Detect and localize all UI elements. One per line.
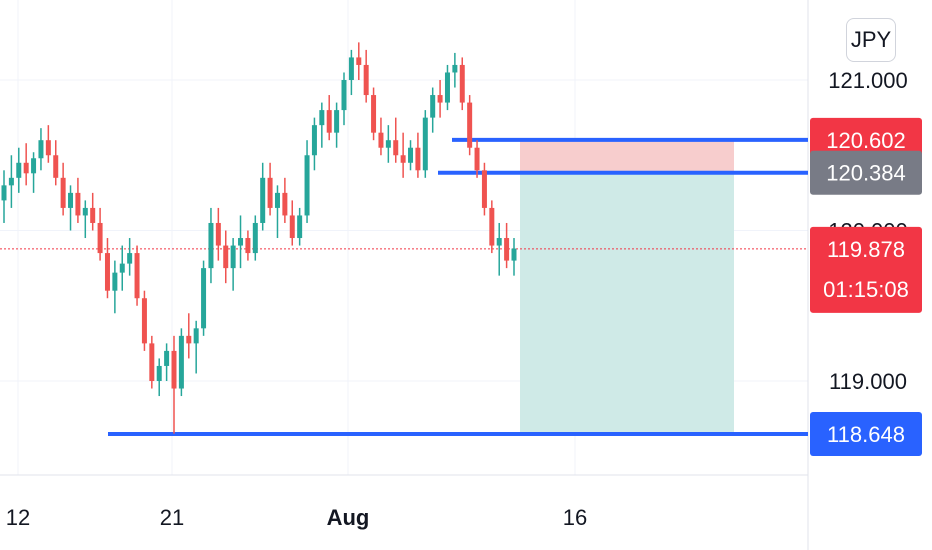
candle-51 <box>378 117 384 156</box>
candle-50 <box>371 87 377 141</box>
candle-61 <box>452 52 458 88</box>
price-tick-label-0: 121.000 <box>828 68 908 93</box>
level-tag-2-label: 118.648 <box>827 422 905 447</box>
candle-22 <box>164 343 170 381</box>
currency-badge[interactable]: JPY <box>846 18 896 62</box>
candle-44 <box>326 95 332 141</box>
candle-0 <box>1 170 7 223</box>
candle-4 <box>31 152 37 193</box>
candle-23 <box>171 335 177 434</box>
chart-grid <box>0 0 809 550</box>
last-price-tag: 119.878 01:15:08 <box>810 226 922 313</box>
candle-41 <box>304 140 310 223</box>
candle-6 <box>45 125 51 163</box>
candle-21 <box>156 358 162 397</box>
candle-52 <box>385 125 391 163</box>
candle-40 <box>297 207 303 246</box>
candle-54 <box>400 132 406 178</box>
candle-48 <box>356 42 362 80</box>
candle-17 <box>127 238 133 276</box>
level-tag-1: 120.384 <box>810 150 922 195</box>
candle-39 <box>289 200 295 246</box>
candle-57 <box>422 110 428 178</box>
candle-67 <box>496 222 502 276</box>
candle-18 <box>134 245 140 306</box>
candle-19 <box>141 290 147 351</box>
candle-15 <box>112 260 118 314</box>
candle-8 <box>60 162 66 216</box>
candle-58 <box>430 87 436 133</box>
candle-59 <box>437 80 443 118</box>
candle-9 <box>68 185 74 231</box>
candle-12 <box>90 192 96 231</box>
time-tick-label-1: 21 <box>160 505 184 530</box>
time-tick-label-2: Aug <box>327 505 370 530</box>
candle-13 <box>97 207 103 261</box>
candle-10 <box>75 177 81 223</box>
candle-69 <box>511 238 517 276</box>
candle-66 <box>489 200 495 254</box>
candle-26 <box>193 320 199 374</box>
level-tag-1-label: 120.384 <box>826 161 906 186</box>
candle-27 <box>201 260 207 336</box>
candle-5 <box>38 128 44 171</box>
horizontal-levels[interactable] <box>0 137 808 436</box>
candle-30 <box>223 230 229 284</box>
currency-label: JPY <box>850 27 892 52</box>
candle-42 <box>311 117 317 171</box>
candle-7 <box>53 140 59 186</box>
candle-14 <box>104 238 110 299</box>
stop-loss-zone[interactable] <box>520 139 734 173</box>
candle-45 <box>334 102 340 148</box>
level-tag-0-label: 120.602 <box>826 128 906 153</box>
level-tag-2: 118.648 <box>810 411 922 456</box>
price-tick-label-2: 119.000 <box>829 369 907 394</box>
candle-24 <box>178 328 184 397</box>
take-profit-zone[interactable] <box>520 172 734 434</box>
candle-16 <box>119 245 125 291</box>
candles <box>1 42 517 434</box>
candle-63 <box>467 95 473 156</box>
candle-11 <box>82 200 88 239</box>
time-axis[interactable]: 12 21 Aug 16 <box>6 505 587 530</box>
candle-35 <box>260 162 266 231</box>
last-price-label: 119.878 <box>827 237 905 262</box>
time-tick-label-0: 12 <box>6 505 30 530</box>
candle-49 <box>363 49 369 103</box>
candle-36 <box>267 162 273 216</box>
candle-32 <box>238 215 244 269</box>
candle-56 <box>415 132 421 178</box>
position-zones <box>520 139 734 434</box>
candle-64 <box>474 140 480 178</box>
candle-55 <box>408 140 414 171</box>
candle-62 <box>459 57 465 111</box>
candle-43 <box>319 102 325 148</box>
candle-33 <box>245 230 251 261</box>
candle-68 <box>504 222 510 269</box>
candle-25 <box>186 313 192 359</box>
time-tick-label-3: 16 <box>563 505 587 530</box>
price-tags: 120.602 120.384 118.648 119.878 01:15:08 <box>810 117 922 456</box>
candle-3 <box>23 143 29 186</box>
candle-28 <box>208 207 214 284</box>
candle-65 <box>481 162 487 216</box>
candle-53 <box>393 117 399 163</box>
candle-31 <box>230 238 236 291</box>
candle-29 <box>215 207 221 261</box>
candle-37 <box>274 185 280 239</box>
candle-34 <box>252 215 258 261</box>
candle-1 <box>8 155 14 208</box>
countdown-label: 01:15:08 <box>823 277 909 302</box>
candle-47 <box>348 49 354 96</box>
candle-38 <box>282 177 288 223</box>
candle-2 <box>16 147 22 193</box>
candle-60 <box>444 64 450 111</box>
candle-20 <box>149 335 155 389</box>
candle-46 <box>341 72 347 126</box>
